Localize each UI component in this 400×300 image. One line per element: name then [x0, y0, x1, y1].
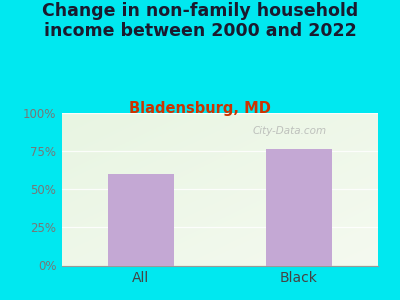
Text: City-Data.com: City-Data.com — [252, 126, 326, 136]
Bar — [266, 149, 332, 266]
Bar — [108, 174, 174, 266]
Text: Change in non-family household
income between 2000 and 2022: Change in non-family household income be… — [42, 2, 358, 40]
Text: Bladensburg, MD: Bladensburg, MD — [129, 100, 271, 116]
